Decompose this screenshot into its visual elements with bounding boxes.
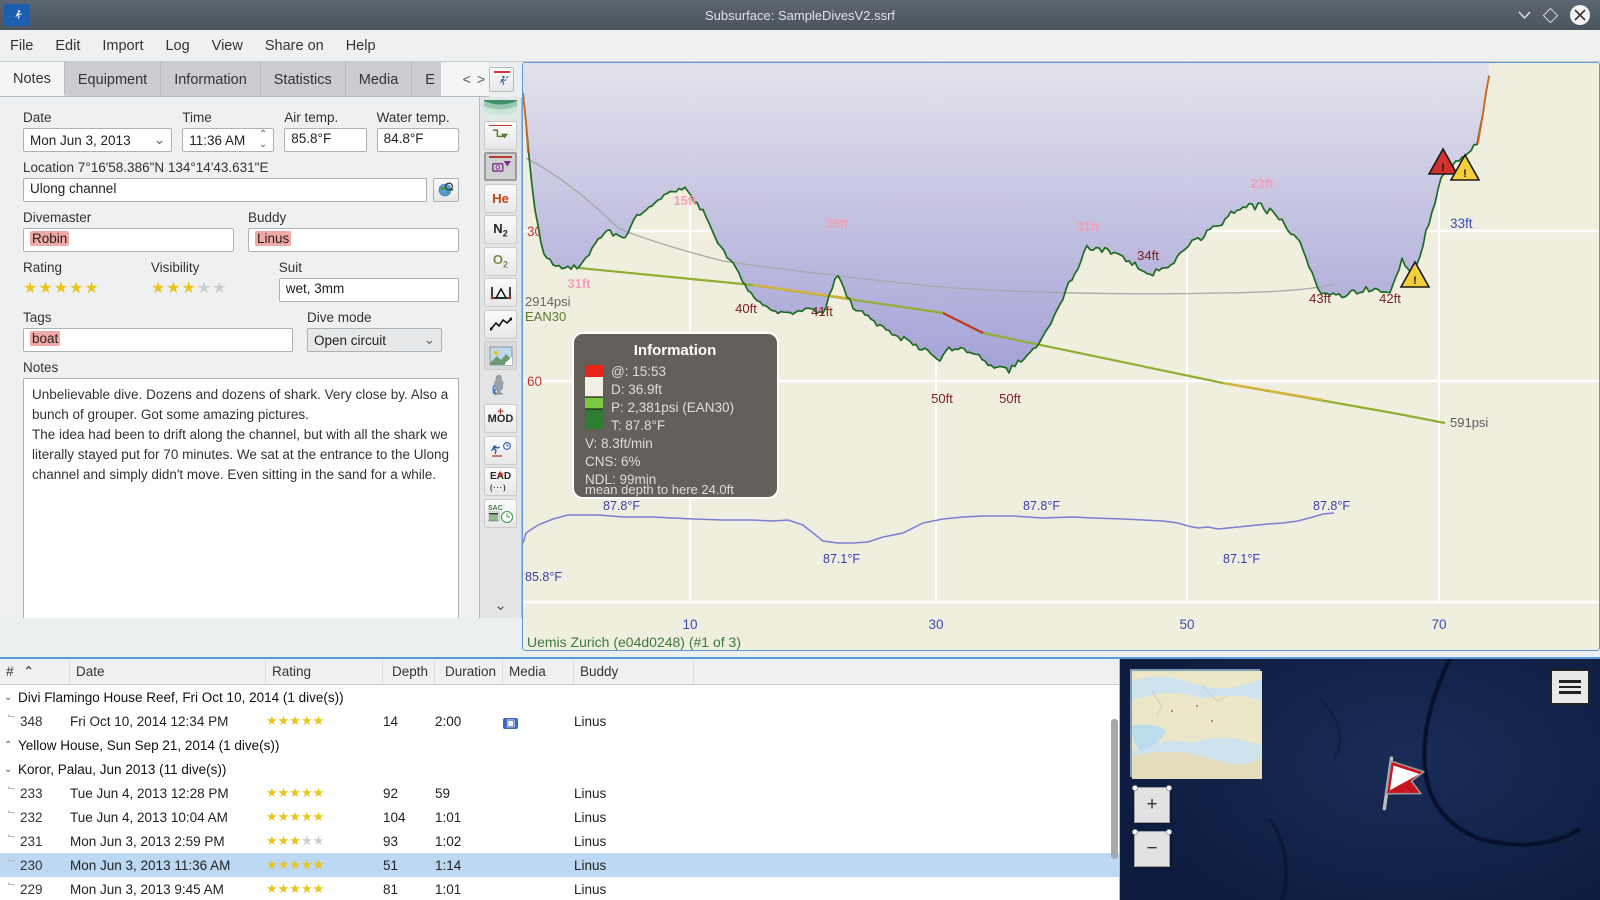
svg-text:87.8°F: 87.8°F [1313,499,1350,513]
svg-text:V: 8.3ft/min: V: 8.3ft/min [585,436,653,451]
svg-text:!: ! [1441,162,1445,174]
svg-text:60: 60 [527,374,542,389]
svg-text:50ft: 50ft [931,391,953,406]
svg-text:31ft: 31ft [567,276,591,291]
svg-text:P: 2,381psi (EAN30): P: 2,381psi (EAN30) [611,400,734,415]
svg-text:15ft: 15ft [673,193,697,208]
svg-text:!: ! [1463,168,1467,180]
svg-text:D: 36.9ft: D: 36.9ft [611,382,662,397]
svg-text:31ft: 31ft [1076,219,1100,234]
svg-text:!: ! [1413,275,1417,287]
svg-text:41ft: 41ft [811,304,833,319]
svg-text:43ft: 43ft [1309,291,1331,306]
svg-text:30: 30 [928,617,943,632]
svg-text:50ft: 50ft [999,391,1021,406]
svg-text:CNS: 6%: CNS: 6% [585,454,641,469]
svg-text:35ft: 35ft [825,216,849,231]
svg-text:mean depth to here 24.0ft: mean depth to here 24.0ft [585,482,734,497]
svg-text:42ft: 42ft [1379,291,1401,306]
svg-text:Uemis Zurich (e04d0248) (#1 of: Uemis Zurich (e04d0248) (#1 of 3) [527,634,741,650]
svg-text:Information: Information [634,342,717,359]
svg-text:87.1°F: 87.1°F [1223,552,1260,566]
svg-text:@: 15:53: @: 15:53 [611,364,666,379]
svg-text:T: 87.8°F: T: 87.8°F [611,418,665,433]
svg-text:87.8°F: 87.8°F [1023,499,1060,513]
svg-text:87.8°F: 87.8°F [603,499,640,513]
svg-text:85.8°F: 85.8°F [525,570,562,584]
svg-text:87.1°F: 87.1°F [823,552,860,566]
svg-text:SAC: SAC [488,505,503,512]
svg-text:34ft: 34ft [1137,248,1159,263]
svg-text:2914psi: 2914psi [525,294,571,309]
svg-text:40ft: 40ft [735,301,757,316]
svg-text:33ft: 33ft [1450,216,1473,231]
svg-text:10: 10 [682,617,697,632]
svg-text:EAN30: EAN30 [525,309,566,324]
svg-text:50: 50 [1179,617,1194,632]
svg-text:591psi: 591psi [1450,415,1488,430]
svg-text:23ft: 23ft [1250,176,1274,191]
svg-text:70: 70 [1431,617,1446,632]
